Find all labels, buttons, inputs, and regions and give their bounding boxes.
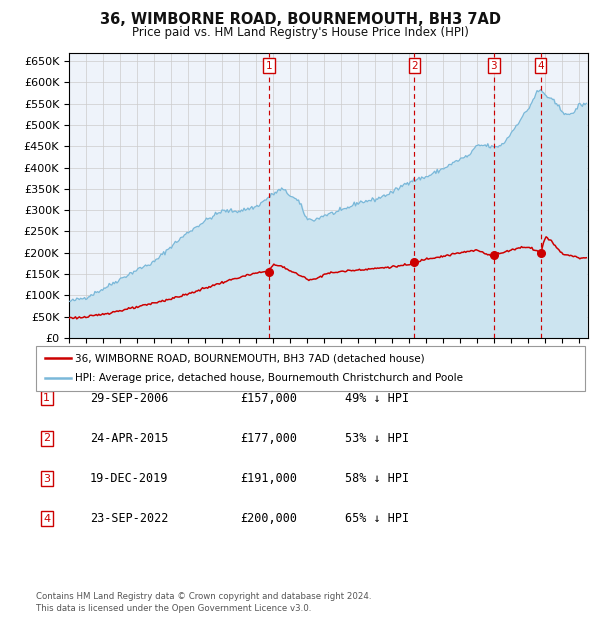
Text: £191,000: £191,000 [240, 472, 297, 485]
Text: 1: 1 [43, 393, 50, 403]
Text: 1: 1 [266, 61, 272, 71]
Text: HPI: Average price, detached house, Bournemouth Christchurch and Poole: HPI: Average price, detached house, Bour… [75, 373, 463, 383]
Text: This data is licensed under the Open Government Licence v3.0.: This data is licensed under the Open Gov… [36, 604, 311, 613]
Text: 53% ↓ HPI: 53% ↓ HPI [345, 432, 409, 445]
Text: 58% ↓ HPI: 58% ↓ HPI [345, 472, 409, 485]
Text: 29-SEP-2006: 29-SEP-2006 [90, 392, 169, 404]
Text: 2: 2 [43, 433, 50, 443]
Text: 4: 4 [538, 61, 544, 71]
Text: £177,000: £177,000 [240, 432, 297, 445]
Text: 49% ↓ HPI: 49% ↓ HPI [345, 392, 409, 404]
Text: 19-DEC-2019: 19-DEC-2019 [90, 472, 169, 485]
Text: 36, WIMBORNE ROAD, BOURNEMOUTH, BH3 7AD: 36, WIMBORNE ROAD, BOURNEMOUTH, BH3 7AD [100, 12, 500, 27]
Text: 36, WIMBORNE ROAD, BOURNEMOUTH, BH3 7AD (detached house): 36, WIMBORNE ROAD, BOURNEMOUTH, BH3 7AD … [75, 353, 425, 363]
Text: Contains HM Land Registry data © Crown copyright and database right 2024.: Contains HM Land Registry data © Crown c… [36, 592, 371, 601]
Text: 65% ↓ HPI: 65% ↓ HPI [345, 513, 409, 525]
Text: 23-SEP-2022: 23-SEP-2022 [90, 513, 169, 525]
Text: 3: 3 [43, 474, 50, 484]
Text: £157,000: £157,000 [240, 392, 297, 404]
Text: 4: 4 [43, 514, 50, 524]
Text: 24-APR-2015: 24-APR-2015 [90, 432, 169, 445]
Text: 3: 3 [491, 61, 497, 71]
Text: 2: 2 [411, 61, 418, 71]
Text: £200,000: £200,000 [240, 513, 297, 525]
Text: Price paid vs. HM Land Registry's House Price Index (HPI): Price paid vs. HM Land Registry's House … [131, 26, 469, 39]
